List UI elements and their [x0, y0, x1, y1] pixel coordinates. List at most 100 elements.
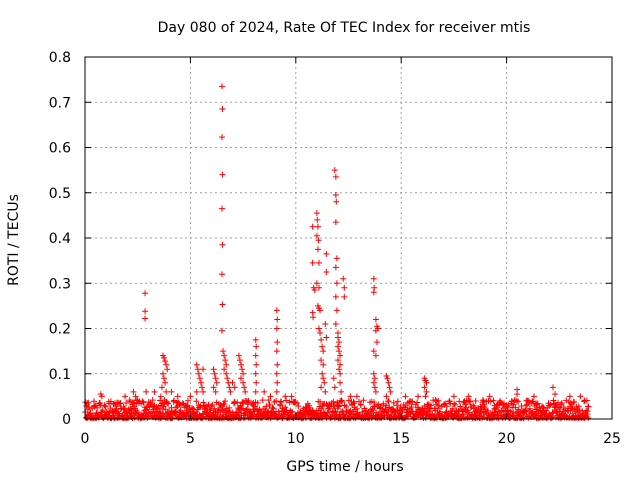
data-point [350, 398, 357, 405]
data-point [229, 379, 236, 386]
data-point [315, 259, 322, 266]
data-point [563, 397, 570, 404]
data-point [320, 348, 327, 355]
data-point [371, 375, 378, 382]
data-point [331, 167, 338, 174]
data-point [375, 325, 382, 332]
data-point [114, 399, 121, 406]
data-point [240, 379, 247, 386]
data-point [198, 384, 205, 391]
data-point [273, 348, 280, 355]
x-tick-label: 5 [186, 431, 195, 447]
data-point [432, 401, 439, 408]
data-point [394, 398, 401, 405]
data-point [252, 336, 259, 343]
data-point [549, 410, 556, 417]
x-tick-label: 0 [81, 431, 90, 447]
data-point [224, 375, 231, 382]
data-point [226, 408, 233, 415]
data-point [236, 357, 243, 364]
data-point [457, 403, 464, 410]
data-point [160, 410, 167, 417]
x-tick-label: 15 [392, 431, 410, 447]
x-tick-label: 10 [287, 431, 305, 447]
data-point [451, 400, 458, 407]
data-point [275, 408, 282, 415]
data-point [194, 366, 201, 373]
data-point [514, 391, 521, 398]
data-point [248, 400, 255, 407]
data-point [162, 379, 169, 386]
data-point [383, 393, 390, 400]
data-point [107, 398, 114, 405]
data-point [314, 246, 321, 253]
data-point [84, 406, 91, 413]
data-point [245, 399, 252, 406]
data-point [338, 388, 345, 395]
data-point [372, 388, 379, 395]
data-point [121, 405, 128, 412]
data-point [510, 401, 517, 408]
data-point [102, 403, 109, 410]
data-point [427, 405, 434, 412]
data-point [332, 173, 339, 180]
data-point [577, 393, 584, 400]
data-point [187, 393, 194, 400]
data-point [162, 358, 169, 365]
data-point [331, 384, 338, 391]
data-point [386, 404, 393, 411]
data-point [345, 397, 352, 404]
data-point [157, 393, 164, 400]
data-point [436, 402, 443, 409]
data-point [134, 409, 141, 416]
data-point [310, 314, 317, 321]
data-point [235, 352, 242, 359]
data-point [240, 370, 247, 377]
data-point [534, 400, 541, 407]
data-point [219, 171, 226, 178]
data-point [317, 307, 324, 314]
data-point [341, 284, 348, 291]
data-point [557, 401, 564, 408]
data-point [583, 397, 590, 404]
data-point [450, 393, 457, 400]
data-point [212, 375, 219, 382]
data-point [487, 398, 494, 405]
data-point [175, 414, 182, 421]
data-point [313, 280, 320, 287]
y-tick-label: 0.5 [49, 186, 71, 202]
data-point [161, 375, 168, 382]
data-point [159, 370, 166, 377]
data-point [174, 393, 181, 400]
data-point [288, 393, 295, 400]
data-point [130, 388, 137, 395]
data-point [85, 399, 92, 406]
data-point [200, 388, 207, 395]
data-point [525, 414, 532, 421]
data-point [370, 379, 377, 386]
data-point [163, 388, 170, 395]
data-point [208, 403, 215, 410]
data-point [223, 370, 230, 377]
data-point [435, 397, 442, 404]
data-point [129, 399, 136, 406]
data-point [357, 401, 364, 408]
data-point [332, 219, 339, 226]
data-point [274, 379, 281, 386]
data-point [161, 354, 168, 361]
chart-title: Day 080 of 2024, Rate Of TEC Index for r… [158, 20, 531, 36]
data-point [575, 403, 582, 410]
data-point [567, 399, 574, 406]
data-point [244, 406, 251, 413]
data-point [265, 397, 272, 404]
data-point [347, 393, 354, 400]
data-point [382, 406, 389, 413]
data-point [427, 402, 434, 409]
data-point [219, 327, 226, 334]
data-point [207, 407, 214, 414]
x-tick-label: 25 [603, 431, 621, 447]
data-point [423, 388, 430, 395]
data-point [336, 348, 343, 355]
data-point [140, 399, 147, 406]
data-point [278, 399, 285, 406]
